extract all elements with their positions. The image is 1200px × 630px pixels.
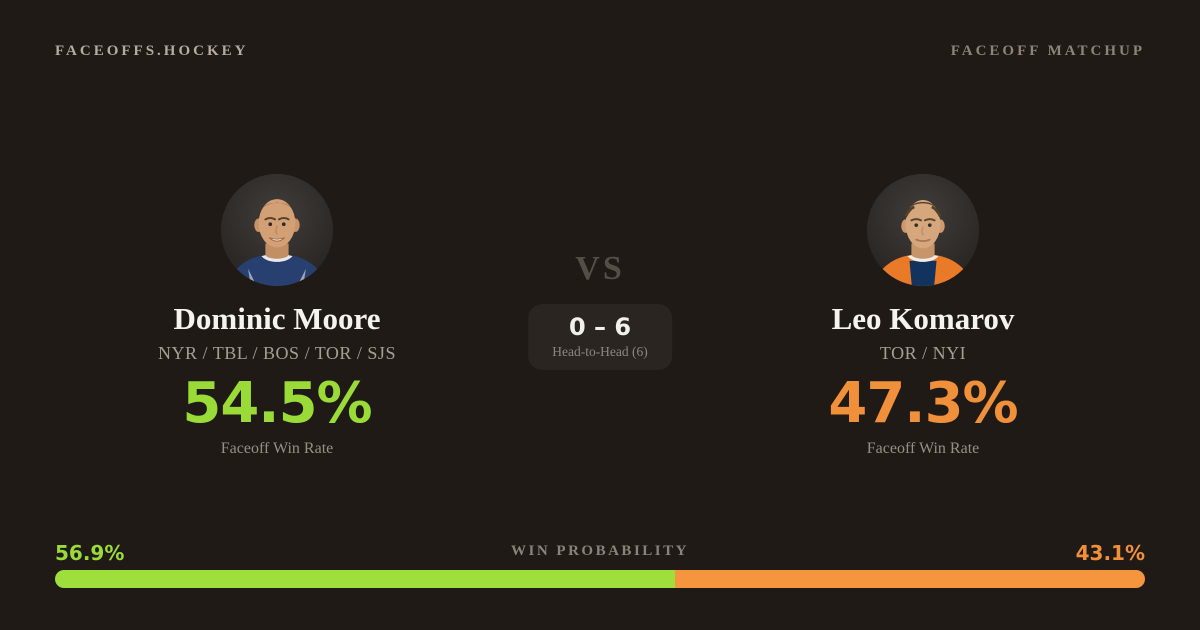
player-panel-left: Dominic Moore NYR / TBL / BOS / TOR / SJ… <box>77 172 477 458</box>
win-probability-bar-left-fill <box>55 570 676 588</box>
win-rate-value-left: 54.5% <box>182 370 372 436</box>
win-probability-bar-right-fill <box>675 570 1145 588</box>
win-rate-label-left: Faceoff Win Rate <box>220 439 334 457</box>
player-name-left: Dominic Moore <box>173 301 381 336</box>
win-probability-row: 56.9% WIN PROBABILITY 43.1% <box>55 541 1145 565</box>
brand-logo-text: FACEOFFS.HOCKEY <box>55 43 249 59</box>
win-rate-label-right: Faceoff Win Rate <box>866 439 980 457</box>
header: FACEOFFS.HOCKEY FACEOFF MATCHUP <box>55 43 1145 60</box>
card-type-label: FACEOFF MATCHUP <box>950 43 1145 59</box>
player-name-right: Leo Komarov <box>831 301 1015 336</box>
player-teams-right: TOR / NYI <box>879 342 967 363</box>
win-rate-value-right: 47.3% <box>828 370 1018 436</box>
player-avatar-left <box>220 173 334 287</box>
head-to-head-box: 0 – 6 Head-to-Head (6) <box>528 304 672 370</box>
win-probability-title: WIN PROBABILITY <box>511 543 689 559</box>
player-teams-left: NYR / TBL / BOS / TOR / SJS <box>158 342 396 363</box>
win-probability-bar <box>55 570 1145 588</box>
head-to-head-score: 0 – 6 <box>568 313 632 341</box>
player-panel-right: Leo Komarov TOR / NYI 47.3% Faceoff Win … <box>723 172 1123 458</box>
win-probability-right-value: 43.1% <box>1075 541 1145 565</box>
head-to-head-label: Head-to-Head (6) <box>552 343 648 359</box>
win-probability-left-value: 56.9% <box>55 541 125 565</box>
player-avatar-right <box>866 173 980 287</box>
